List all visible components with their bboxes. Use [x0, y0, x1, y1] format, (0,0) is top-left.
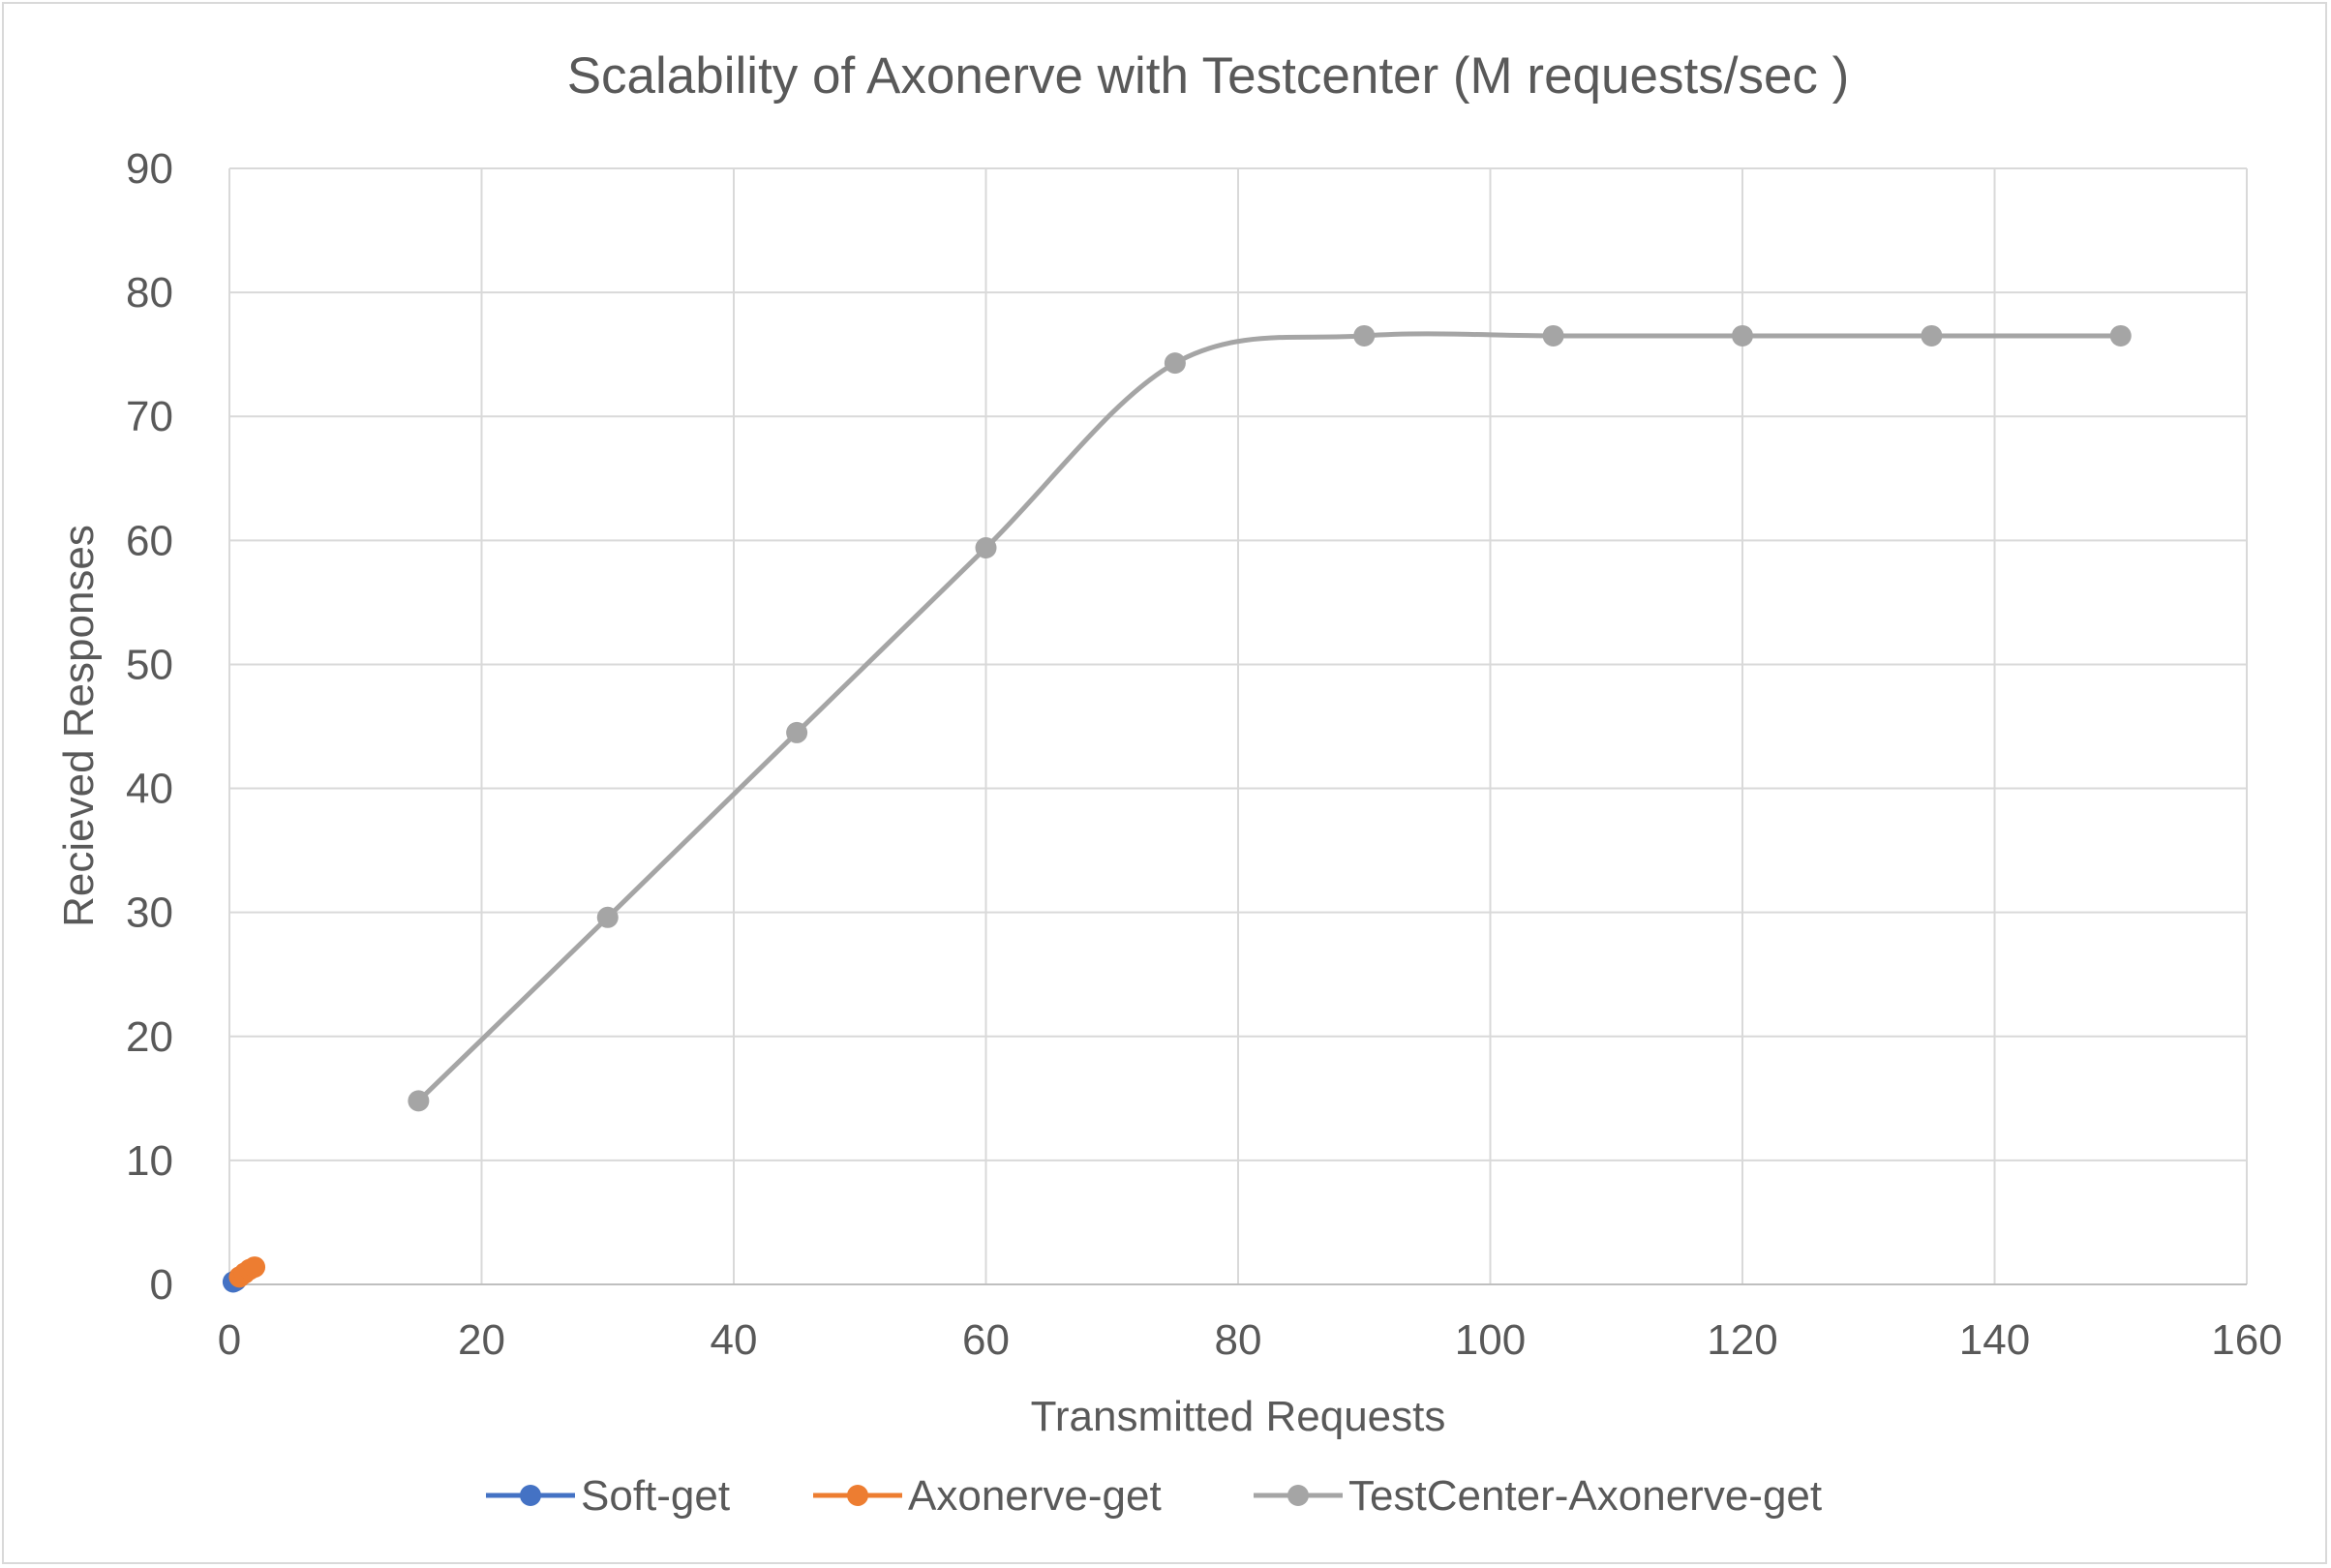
data-point	[2109, 324, 2132, 347]
y-axis-title: Recieved Responses	[55, 525, 103, 927]
y-tick-label: 60	[126, 517, 173, 564]
y-tick-label: 50	[126, 641, 173, 688]
x-tick-label: 100	[1455, 1316, 1526, 1364]
series-layer	[222, 324, 2132, 1293]
data-point	[1921, 324, 1943, 347]
data-point	[1353, 324, 1376, 347]
data-point	[975, 537, 997, 559]
y-tick-label: 40	[126, 766, 173, 813]
x-tick-label: 0	[218, 1316, 241, 1364]
legend-marker	[520, 1485, 541, 1506]
y-tick-label: 10	[126, 1137, 173, 1185]
x-tick-label: 160	[2211, 1316, 2282, 1364]
legend-label: TestCenter-Axonerve-get	[1348, 1472, 1822, 1520]
x-tick-label: 120	[1707, 1316, 1777, 1364]
legend-label: Soft-get	[581, 1472, 730, 1520]
y-tick-label: 90	[126, 145, 173, 193]
y-tick-label: 70	[126, 393, 173, 440]
legend-marker	[847, 1485, 868, 1506]
data-point	[1164, 352, 1186, 375]
legend: Soft-get Axonerve-get TestCenter-Axonerve-…	[486, 1472, 1822, 1520]
data-point	[408, 1090, 430, 1112]
x-axis-title: Transmitted Requests	[1031, 1393, 1446, 1440]
legend-marker	[1287, 1485, 1309, 1506]
x-tick-label: 40	[711, 1316, 758, 1364]
y-tick-label: 0	[150, 1261, 173, 1309]
x-tick-label: 80	[1215, 1316, 1262, 1364]
grid	[228, 167, 2248, 1285]
tick-labels: 0 10 20 30 40 50 60 70 80 90 0 20 40 60 80 100 120 140 160	[126, 145, 2283, 1364]
x-tick-label: 140	[1959, 1316, 2030, 1364]
data-point	[1542, 324, 1564, 347]
data-point	[1732, 324, 1753, 347]
chart-svg: 0 10 20 30 40 50 60 70 80 90 0 20 40 60 80 100 120 140 160…	[55, 47, 2283, 1520]
data-point	[786, 721, 808, 743]
y-tick-label: 80	[126, 269, 173, 317]
x-tick-label: 20	[458, 1316, 505, 1364]
x-tick-label: 60	[962, 1316, 1010, 1364]
data-point	[244, 1256, 266, 1279]
chart-title: Scalability of Axonerve with Testcenter …	[567, 47, 1850, 105]
y-tick-label: 20	[126, 1013, 173, 1061]
data-point	[596, 906, 619, 928]
legend-label: Axonerve-get	[908, 1472, 1162, 1520]
y-tick-label: 30	[126, 890, 173, 937]
series-2	[408, 324, 2132, 1112]
series-line	[415, 331, 2124, 1103]
series-1	[228, 1256, 266, 1288]
